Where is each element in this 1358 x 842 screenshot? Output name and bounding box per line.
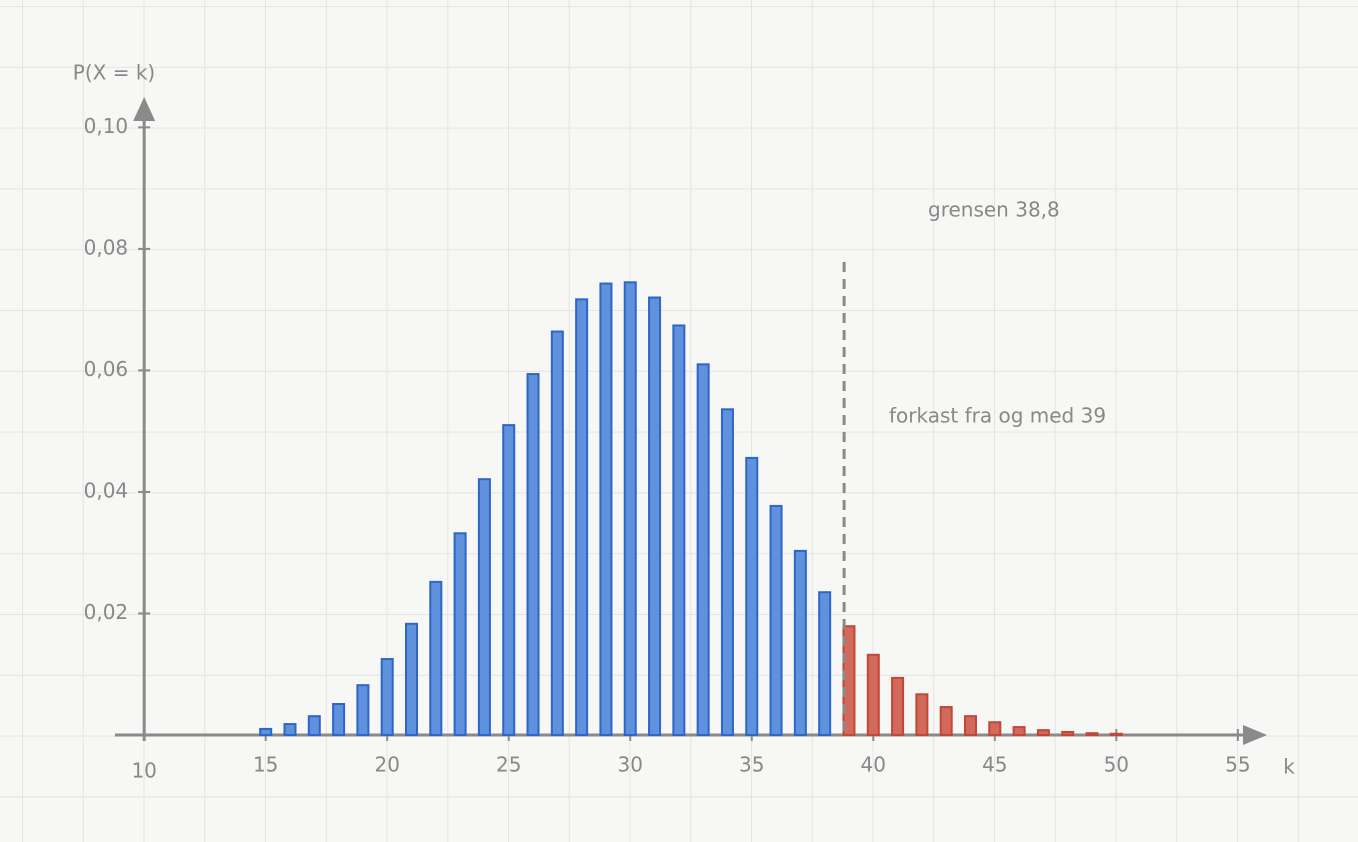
bar: [526, 373, 540, 736]
x-tick-label: 40: [861, 753, 886, 777]
bar: [745, 456, 759, 736]
bar: [575, 298, 589, 736]
bar: [963, 715, 977, 737]
bar: [1109, 732, 1123, 737]
y-tick-label: 0,06: [84, 357, 129, 381]
y-axis-label: P(X = k): [73, 61, 155, 85]
x-tick-label: 55: [1225, 753, 1250, 777]
x-tick-label: 30: [618, 753, 643, 777]
bar: [380, 658, 394, 736]
bar: [283, 723, 297, 737]
x-tick-label: 15: [253, 753, 278, 777]
x-tick-label: 35: [739, 753, 764, 777]
bar: [405, 622, 419, 737]
bar: [1061, 730, 1075, 737]
x-tick-label: 20: [374, 753, 399, 777]
bar: [1085, 732, 1099, 736]
bar: [769, 504, 783, 736]
bar: [842, 625, 856, 737]
y-tick-label: 0,08: [84, 235, 129, 259]
y-tick-label: 0,04: [84, 478, 129, 502]
bar: [1036, 729, 1050, 736]
x-tick-label: 50: [1104, 753, 1129, 777]
bar: [672, 324, 686, 736]
y-tick-label: 0,10: [84, 114, 129, 138]
bar: [915, 693, 929, 737]
bar: [307, 715, 321, 737]
bar: [599, 282, 613, 736]
bar: [988, 721, 1002, 736]
y-axis-arrow: [133, 97, 156, 121]
annotation: grensen 38,8: [928, 198, 1060, 222]
bar: [356, 684, 370, 736]
bar: [793, 549, 807, 736]
bar: [429, 580, 443, 736]
bar: [550, 330, 564, 736]
bar: [939, 706, 953, 736]
bar: [477, 478, 491, 736]
bar: [720, 408, 734, 736]
x-axis-arrow: [1243, 725, 1267, 745]
bar: [332, 703, 346, 736]
bar: [818, 591, 832, 737]
annotation: forkast fra og med 39: [889, 404, 1106, 428]
bar: [648, 296, 662, 736]
x-tick-label: 45: [982, 753, 1007, 777]
x-tick-label: 25: [496, 753, 521, 777]
bar: [453, 532, 467, 736]
bar: [623, 281, 637, 736]
bar: [1012, 726, 1026, 736]
bar: [866, 653, 880, 737]
x-axis-label: k: [1283, 755, 1295, 779]
y-tick-label: 0,02: [84, 600, 129, 624]
bar: [259, 727, 273, 737]
bar: [696, 363, 710, 736]
bar: [891, 676, 905, 736]
bar: [502, 424, 516, 736]
x-tick-label: 10: [131, 759, 156, 783]
